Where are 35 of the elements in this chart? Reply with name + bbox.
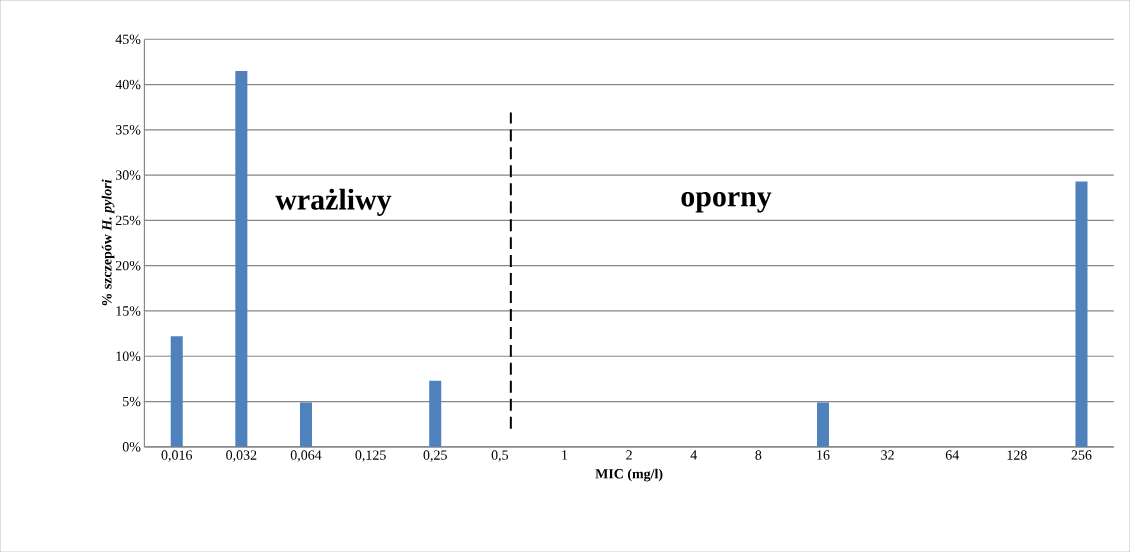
x-tick-label: 4	[690, 450, 698, 460]
x-tick-label: 256	[1071, 450, 1092, 460]
y-tick-label: 0%	[122, 442, 141, 452]
x-axis-title: MIC (mg/l)	[595, 468, 663, 482]
y-tick-label: 15%	[116, 306, 141, 316]
x-tick-label: 32	[881, 450, 894, 460]
y-tick-label: 25%	[115, 215, 141, 226]
x-tick-label: 2	[626, 450, 632, 460]
x-tick-label: 8	[755, 450, 762, 460]
bar	[235, 70, 248, 447]
x-tick-label: 0,032	[226, 450, 257, 462]
y-tick-label: 35%	[115, 125, 141, 135]
x-tick-label: 64	[945, 450, 959, 460]
x-tick-label: 16	[817, 450, 830, 460]
x-tick-label: 0,016	[161, 450, 193, 462]
bar	[816, 402, 829, 447]
annotation: oporny	[681, 191, 772, 213]
y-axis-title: % szczepów H. pylori	[101, 179, 115, 306]
y-tick-label: 20%	[115, 260, 141, 271]
y-tick-label: 45%	[115, 34, 141, 44]
x-tick-label: 0,5	[491, 450, 509, 462]
x-tick-label: 0,25	[423, 450, 447, 462]
y-tick-label: 5%	[123, 396, 141, 407]
y-tick-label: 30%	[115, 170, 141, 180]
x-tick-label: 0,125	[355, 450, 386, 462]
bar	[170, 336, 183, 447]
bar	[1075, 181, 1088, 447]
bar	[299, 402, 312, 447]
x-tick-label: 1	[562, 450, 568, 460]
y-tick-label: 40%	[115, 79, 141, 90]
y-tick-label: 10%	[116, 351, 141, 361]
x-tick-label: 0,064	[290, 450, 322, 462]
bar	[429, 380, 442, 447]
annotation: wrażliwy	[275, 188, 392, 216]
x-tick-label: 128	[1007, 450, 1027, 460]
